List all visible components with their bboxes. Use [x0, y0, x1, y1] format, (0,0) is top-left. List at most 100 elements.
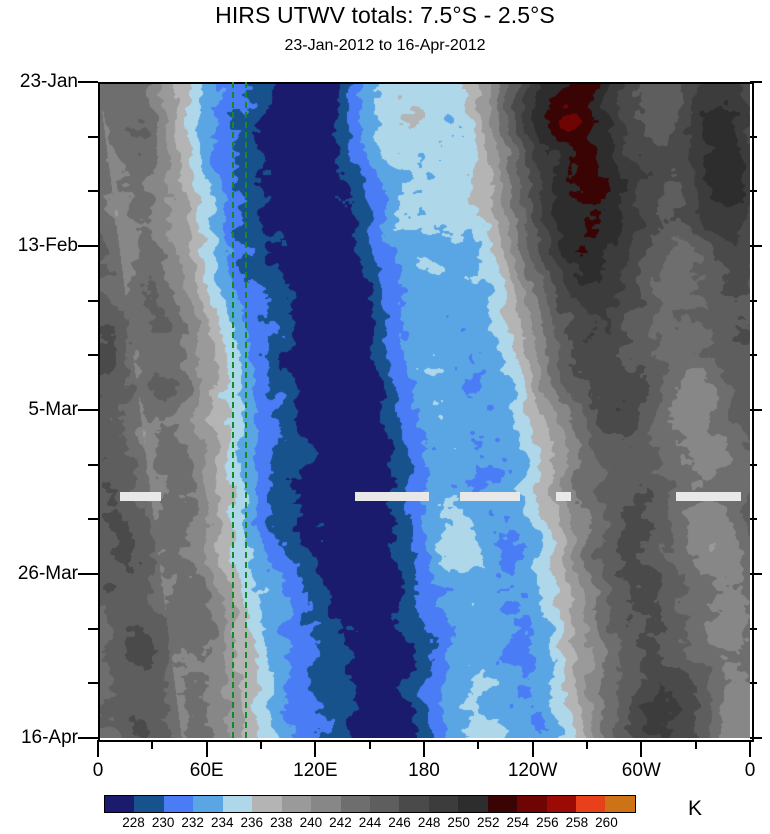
colorbar-swatch — [222, 796, 253, 812]
colorbar-tick-label: 240 — [299, 815, 323, 830]
colorbar-tick-label: 260 — [595, 815, 618, 830]
colorbar-swatch — [281, 796, 312, 812]
x-axis-label: 0 — [92, 760, 104, 781]
colorbar-tick-label: 242 — [329, 815, 352, 830]
missing-data-block — [119, 492, 162, 501]
y-axis-inner-minor-tick — [750, 682, 757, 685]
y-axis-minor-tick — [88, 518, 98, 521]
y-axis-label: 5-Mar — [28, 399, 78, 420]
y-axis-inner-minor-tick — [750, 354, 757, 357]
reference-line — [244, 82, 247, 738]
y-axis-minor-tick — [88, 135, 98, 138]
y-axis-inner-minor-tick — [750, 190, 757, 193]
colorbar-swatch — [487, 796, 518, 812]
colorbar-swatch — [311, 796, 341, 812]
colorbar-tick-label: 258 — [565, 815, 589, 830]
x-axis-minor-tick — [586, 740, 588, 749]
y-axis-label: 23-Jan — [19, 71, 78, 92]
colorbar[interactable] — [104, 795, 636, 813]
missing-data-block — [355, 492, 430, 501]
x-axis-minor-tick — [477, 740, 480, 749]
reference-line — [232, 82, 235, 738]
y-axis-minor-tick — [88, 682, 98, 685]
y-axis-inner-minor-tick — [750, 299, 757, 302]
y-axis-inner-minor-tick — [750, 627, 757, 630]
y-axis-major-tick — [78, 409, 98, 411]
colorbar-swatch — [576, 796, 606, 812]
colorbar-tick-label: 238 — [270, 815, 293, 830]
y-axis-inner-tick — [750, 409, 762, 411]
x-axis-major-tick — [531, 740, 534, 757]
missing-data-block — [556, 492, 571, 501]
y-axis-major-tick — [78, 245, 98, 247]
y-axis-inner-tick — [750, 573, 762, 575]
x-axis-label: 60W — [621, 760, 661, 781]
colorbar-swatch — [163, 796, 194, 812]
y-axis-minor-tick — [88, 463, 98, 466]
x-axis-major-tick — [97, 740, 99, 757]
colorbar-swatch — [605, 796, 635, 812]
colorbar-swatch — [428, 796, 459, 812]
x-axis-major-tick — [640, 740, 643, 757]
x-axis-minor-tick — [368, 740, 371, 749]
colorbar-swatch — [399, 796, 429, 812]
x-axis-major-tick — [749, 740, 751, 757]
colorbar-tick-label: 248 — [417, 815, 441, 830]
x-axis-label: 180 — [408, 760, 440, 781]
y-axis-minor-tick — [88, 627, 98, 630]
y-axis-inner-tick — [750, 245, 762, 247]
colorbar-swatch — [340, 796, 370, 812]
colorbar-swatch — [252, 796, 282, 812]
colorbar-tick-label: 254 — [506, 815, 530, 830]
x-axis-label: 0 — [744, 760, 756, 781]
colorbar-tick-label: 256 — [536, 815, 559, 830]
colorbar-swatch — [546, 796, 576, 812]
x-axis-minor-tick — [260, 740, 262, 749]
y-axis-major-tick — [78, 737, 98, 739]
y-axis-inner-minor-tick — [750, 463, 757, 466]
colorbar-swatch — [369, 796, 400, 812]
colorbar-tick-label: 244 — [358, 815, 382, 830]
x-axis-major-tick — [205, 740, 208, 757]
hovmoller-plot-area — [98, 82, 750, 738]
colorbar-units-label: K — [688, 797, 703, 820]
missing-data-block — [675, 492, 741, 501]
colorbar-swatch — [193, 796, 223, 812]
y-axis-label: 13-Feb — [17, 235, 78, 256]
colorbar-swatch — [105, 796, 135, 812]
y-axis-minor-tick — [88, 354, 98, 357]
x-axis-minor-tick — [151, 740, 154, 749]
colorbar-labels: 228 230 232 234 236 238 240 242 244 246 248 250 252 2… — [104, 815, 636, 833]
y-axis-inner-tick — [750, 737, 762, 739]
y-axis-minor-tick — [88, 190, 98, 193]
colorbar-tick-label: 246 — [388, 815, 411, 830]
colorbar-tick-label: 252 — [476, 815, 500, 830]
colorbar-tick-label: 234 — [210, 815, 234, 830]
colorbar-tick-label: 228 — [122, 815, 145, 830]
colorbar-swatch — [517, 796, 547, 812]
y-axis-minor-tick — [88, 299, 98, 302]
y-axis-inner-minor-tick — [750, 135, 757, 138]
colorbar-tick-label: 230 — [151, 815, 175, 830]
page-subtitle: 23-Jan-2012 to 16-Apr-2012 — [284, 37, 486, 54]
y-axis-label: 26-Mar — [17, 563, 78, 584]
y-axis-major-tick — [78, 81, 98, 83]
colorbar-tick-label: 236 — [240, 815, 264, 830]
y-axis-label: 16-Apr — [20, 727, 78, 748]
x-axis-label: 120W — [507, 760, 558, 781]
colorbar-tick-label: 250 — [447, 815, 470, 830]
y-axis-major-tick — [78, 573, 98, 575]
x-axis-minor-tick — [694, 740, 697, 749]
x-axis-major-tick — [423, 740, 425, 757]
page-title: HIRS UTWV totals: 7.5°S - 2.5°S — [215, 2, 555, 28]
field-canvas — [98, 82, 750, 738]
y-axis-inner-minor-tick — [750, 518, 757, 521]
colorbar-swatch — [134, 796, 164, 812]
y-axis-inner-tick — [750, 81, 762, 83]
x-axis-major-tick — [314, 740, 317, 757]
missing-data-block — [460, 492, 520, 501]
x-axis-label: 120E — [293, 760, 338, 781]
colorbar-tick-label: 232 — [181, 815, 204, 830]
x-axis-label: 60E — [189, 760, 224, 781]
colorbar-swatch — [458, 796, 488, 812]
